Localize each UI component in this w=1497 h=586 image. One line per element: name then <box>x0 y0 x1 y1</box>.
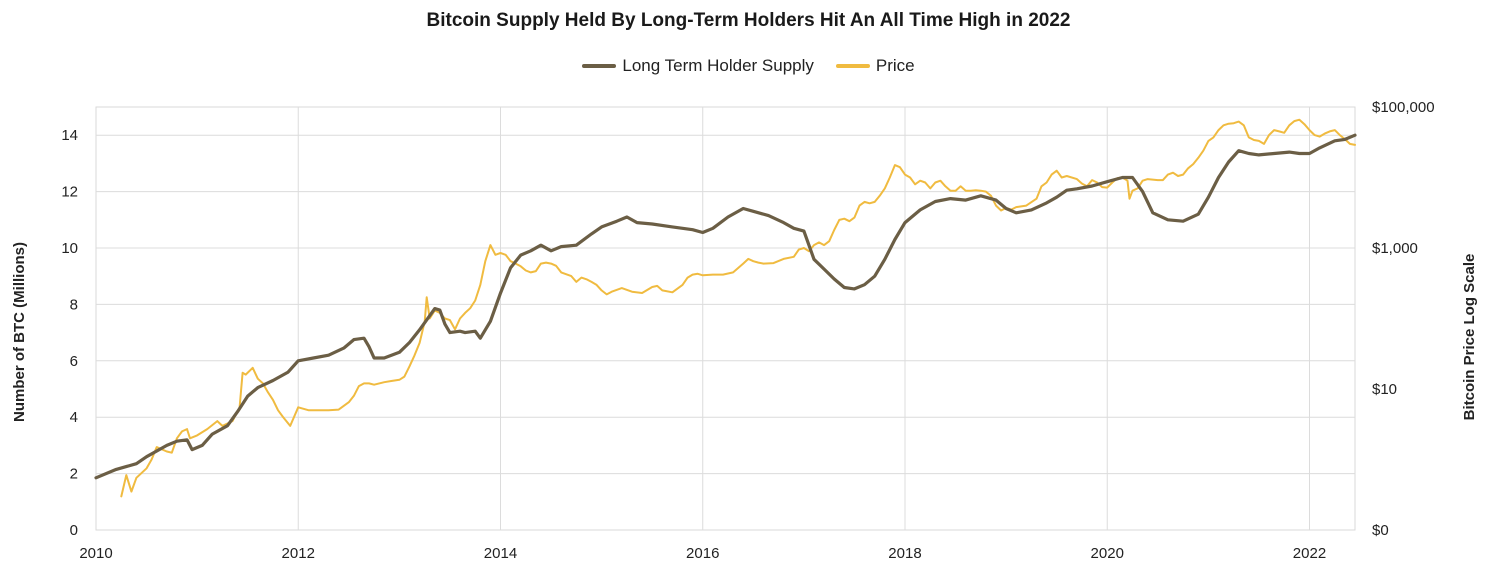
y-tick-label: 2 <box>70 466 78 483</box>
x-tick-label: 2016 <box>686 545 719 562</box>
x-tick-label: 2014 <box>484 545 517 562</box>
x-axis: 2010 2012 2014 2016 2018 2020 2022 <box>79 545 1326 562</box>
y2-tick-label: $0 <box>1372 522 1389 539</box>
series-line-price <box>120 118 1356 498</box>
legend-label-price: Price <box>875 56 915 75</box>
grid <box>95 106 1356 531</box>
legend-swatch-ltholder <box>582 64 617 68</box>
plot-frame <box>95 106 1356 531</box>
y2-tick-label: $100,000 <box>1372 99 1435 116</box>
y-tick-label: 14 <box>61 127 78 144</box>
y-axis-left: 0 2 4 6 8 10 12 14 <box>61 127 78 539</box>
series-layer <box>94 118 1357 498</box>
x-tick-label: 2012 <box>282 545 315 562</box>
x-tick-label: 2010 <box>79 545 112 562</box>
y2-axis-label: Bitcoin Price Log Scale <box>1461 254 1478 421</box>
y-tick-label: 12 <box>61 184 78 201</box>
legend: Long Term Holder Supply Price <box>0 56 1497 76</box>
y-tick-label: 4 <box>70 409 78 426</box>
y-axis-right: $0 $10 $1,000 $100,000 <box>1372 99 1435 539</box>
legend-label-ltholder: Long Term Holder Supply <box>622 56 814 75</box>
x-tick-label: 2018 <box>888 545 921 562</box>
x-tick-label: 2022 <box>1293 545 1326 562</box>
chart-title: Bitcoin Supply Held By Long-Term Holders… <box>426 10 1071 31</box>
y-axis-label: Number of BTC (Millions) <box>11 242 28 422</box>
y-tick-label: 6 <box>70 353 78 370</box>
legend-item-price: Price <box>835 56 915 76</box>
y-tick-label: 0 <box>70 522 78 539</box>
y2-tick-label: $10 <box>1372 381 1397 398</box>
series-line-ltholder-supply <box>94 133 1357 480</box>
x-tick-label: 2020 <box>1091 545 1124 562</box>
y-tick-label: 10 <box>61 240 78 257</box>
legend-swatch-price <box>835 64 870 68</box>
legend-item-ltholder: Long Term Holder Supply <box>582 56 814 76</box>
y2-tick-label: $1,000 <box>1372 240 1418 257</box>
y-tick-label: 8 <box>70 296 78 313</box>
